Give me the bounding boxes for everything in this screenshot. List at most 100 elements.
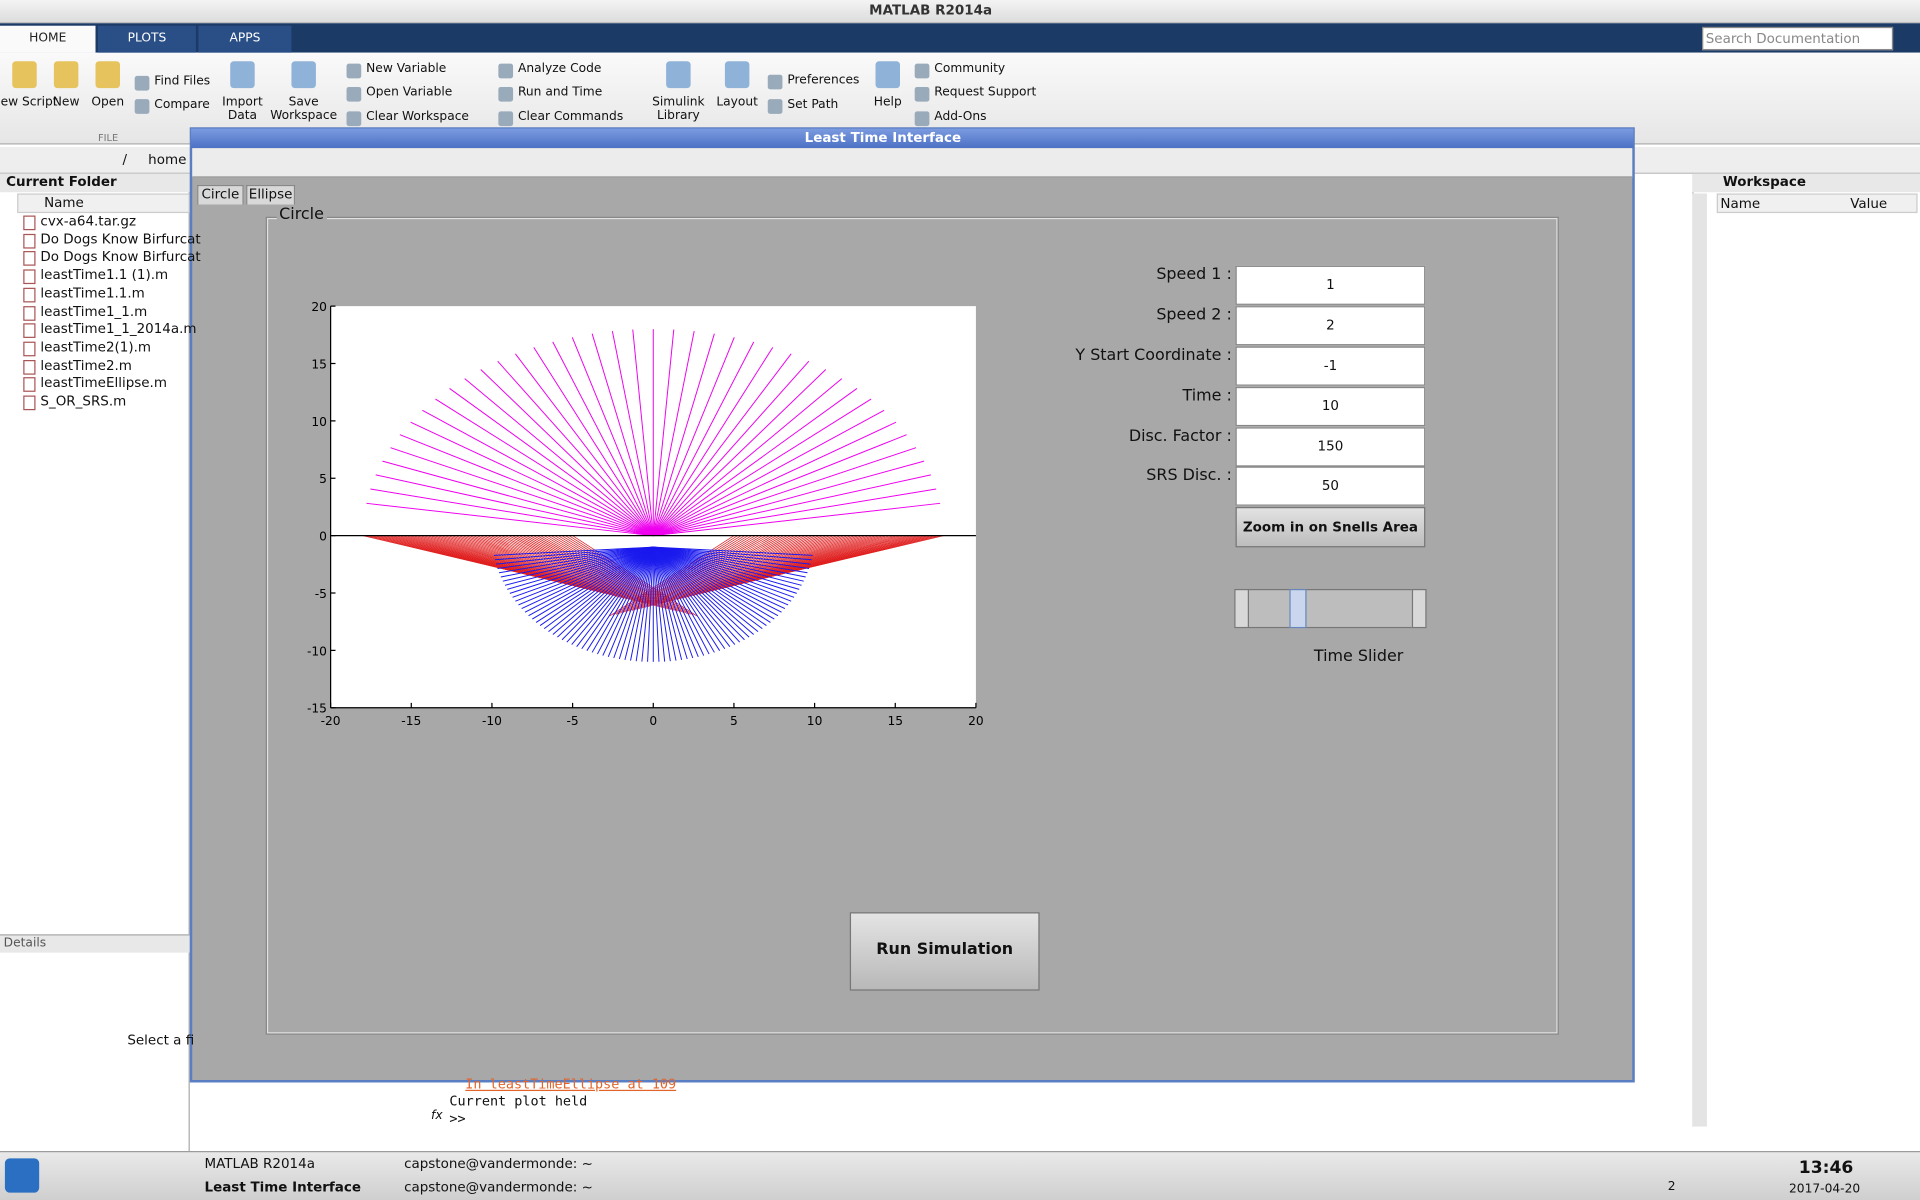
- taskbar-window[interactable]: capstone@vandermonde: ~: [404, 1155, 593, 1172]
- ribbon-tab-label[interactable]: HOME: [29, 31, 67, 46]
- ribbon-button[interactable]: Clear Commands: [517, 110, 624, 124]
- file-name[interactable]: cvx-a64.tar.gz: [40, 213, 137, 229]
- slider-left-arrow[interactable]: [1234, 588, 1249, 629]
- ribbon-button[interactable]: Import Data: [222, 95, 263, 123]
- text-field[interactable]: [1235, 265, 1426, 305]
- text-field[interactable]: [1235, 466, 1426, 506]
- slider-right-arrow[interactable]: [1411, 588, 1427, 629]
- start-button[interactable]: [4, 1158, 40, 1193]
- field-value[interactable]: 50: [1321, 477, 1339, 494]
- ribbon-button[interactable]: Simulink Library: [652, 95, 705, 123]
- ribbon-tab-label[interactable]: APPS: [229, 31, 261, 46]
- ribbon-icon[interactable]: [134, 99, 150, 114]
- search-box[interactable]: [1702, 26, 1894, 51]
- field-value[interactable]: -1: [1323, 357, 1338, 374]
- ribbon-icon[interactable]: [346, 63, 362, 79]
- ribbon-button[interactable]: Save Workspace: [270, 95, 338, 123]
- file-name[interactable]: Do Dogs Know Birfurcat: [40, 249, 201, 265]
- scrollbar[interactable]: [1692, 193, 1707, 1127]
- field-value[interactable]: 1: [1326, 276, 1335, 293]
- ribbon-button[interactable]: Compare: [154, 97, 210, 112]
- ribbon-icon[interactable]: [230, 61, 255, 89]
- file-name[interactable]: leastTimeEllipse.m: [40, 375, 167, 391]
- ribbon-icon[interactable]: [12, 61, 37, 89]
- file-name[interactable]: leastTime1.1 (1).m: [40, 267, 169, 283]
- ribbon-icon[interactable]: [666, 61, 691, 89]
- field-value[interactable]: 2: [1326, 317, 1335, 334]
- ribbon-icon[interactable]: [498, 111, 514, 127]
- ribbon-icon[interactable]: [875, 61, 901, 89]
- field-value[interactable]: 10: [1321, 397, 1339, 414]
- ribbon-button[interactable]: New Script: [0, 95, 58, 109]
- ribbon-icon[interactable]: [914, 86, 930, 102]
- figure-tab-label[interactable]: Circle: [201, 186, 240, 203]
- ribbon-icon[interactable]: [724, 61, 750, 89]
- ribbon-button[interactable]: Preferences: [787, 73, 860, 87]
- ribbon-icon[interactable]: [914, 63, 930, 79]
- ray: [515, 546, 654, 602]
- ray: [652, 546, 750, 638]
- ribbon-button[interactable]: Layout: [716, 95, 758, 109]
- ribbon-icon[interactable]: [498, 86, 514, 102]
- run-button-label[interactable]: Run Simulation: [876, 940, 1014, 959]
- ribbon-button[interactable]: Open Variable: [366, 85, 453, 100]
- file-name[interactable]: leastTime2(1).m: [40, 339, 152, 355]
- ribbon-tab-label[interactable]: PLOTS: [127, 31, 167, 46]
- figure-tab[interactable]: [197, 184, 244, 205]
- ribbon-button[interactable]: Set Path: [787, 97, 839, 112]
- file-name[interactable]: leastTime1_1.m: [40, 303, 148, 319]
- path-segment[interactable]: /: [122, 151, 128, 168]
- taskbar-window[interactable]: Least Time Interface: [204, 1179, 361, 1196]
- file-name[interactable]: leastTime2.m: [40, 357, 132, 373]
- desktop-number[interactable]: 2: [1667, 1180, 1676, 1194]
- ribbon-tab[interactable]: [97, 25, 196, 53]
- ribbon-icon[interactable]: [346, 111, 362, 127]
- text-field[interactable]: [1235, 386, 1426, 427]
- ribbon-tab[interactable]: [0, 25, 96, 53]
- ribbon-icon[interactable]: [498, 63, 514, 79]
- ribbon-button[interactable]: Find Files: [154, 74, 211, 89]
- ribbon-button[interactable]: Request Support: [934, 85, 1037, 100]
- ribbon-icon[interactable]: [914, 111, 930, 127]
- ribbon-icon[interactable]: [95, 61, 121, 89]
- ribbon-button[interactable]: Add-Ons: [934, 110, 987, 124]
- column-header[interactable]: Name: [1720, 195, 1761, 212]
- ribbon-icon[interactable]: [767, 74, 783, 90]
- figure-tab[interactable]: [246, 184, 296, 205]
- ribbon-button[interactable]: New: [52, 95, 80, 109]
- ribbon-button[interactable]: Clear Workspace: [366, 110, 469, 124]
- text-field[interactable]: [1235, 346, 1426, 386]
- ribbon-button[interactable]: New Variable: [366, 62, 447, 76]
- ribbon-icon[interactable]: [291, 61, 316, 89]
- run-button[interactable]: [849, 912, 1040, 991]
- file-name[interactable]: leastTime1_1_2014a.m: [40, 321, 197, 337]
- command-prompt[interactable]: >>: [449, 1110, 466, 1127]
- ribbon-button[interactable]: Help: [873, 95, 902, 109]
- file-name[interactable]: S_OR_SRS.m: [40, 393, 127, 409]
- time-slider[interactable]: [1234, 588, 1427, 629]
- ribbon-button[interactable]: Community: [934, 62, 1006, 76]
- ribbon-icon[interactable]: [346, 86, 362, 102]
- figure-tab-label[interactable]: Ellipse: [248, 186, 293, 203]
- zoom-button[interactable]: [1235, 506, 1426, 548]
- column-header[interactable]: Name: [44, 194, 84, 211]
- ribbon-button[interactable]: Analyze Code: [517, 62, 602, 76]
- ribbon-button[interactable]: Open: [91, 95, 125, 109]
- ribbon-icon[interactable]: [53, 61, 79, 89]
- taskbar-window[interactable]: MATLAB R2014a: [204, 1155, 315, 1172]
- column-header[interactable]: Value: [1850, 195, 1888, 212]
- ribbon-icon[interactable]: [767, 99, 783, 114]
- taskbar-window[interactable]: capstone@vandermonde: ~: [404, 1179, 593, 1196]
- ribbon-tab[interactable]: [198, 25, 292, 53]
- text-field[interactable]: [1235, 427, 1426, 467]
- field-value[interactable]: 150: [1317, 438, 1344, 455]
- ribbon-button[interactable]: Run and Time: [517, 85, 603, 100]
- ribbon-icon[interactable]: [134, 75, 150, 91]
- file-name[interactable]: Do Dogs Know Birfurcat: [40, 231, 201, 247]
- file-name[interactable]: leastTime1.1.m: [40, 285, 145, 301]
- text-field[interactable]: [1235, 306, 1426, 346]
- path-segment[interactable]: home: [148, 151, 187, 168]
- ray: [618, 546, 654, 660]
- zoom-button-label[interactable]: Zoom in on Snells Area: [1242, 519, 1418, 536]
- slider-thumb[interactable]: [1289, 588, 1307, 629]
